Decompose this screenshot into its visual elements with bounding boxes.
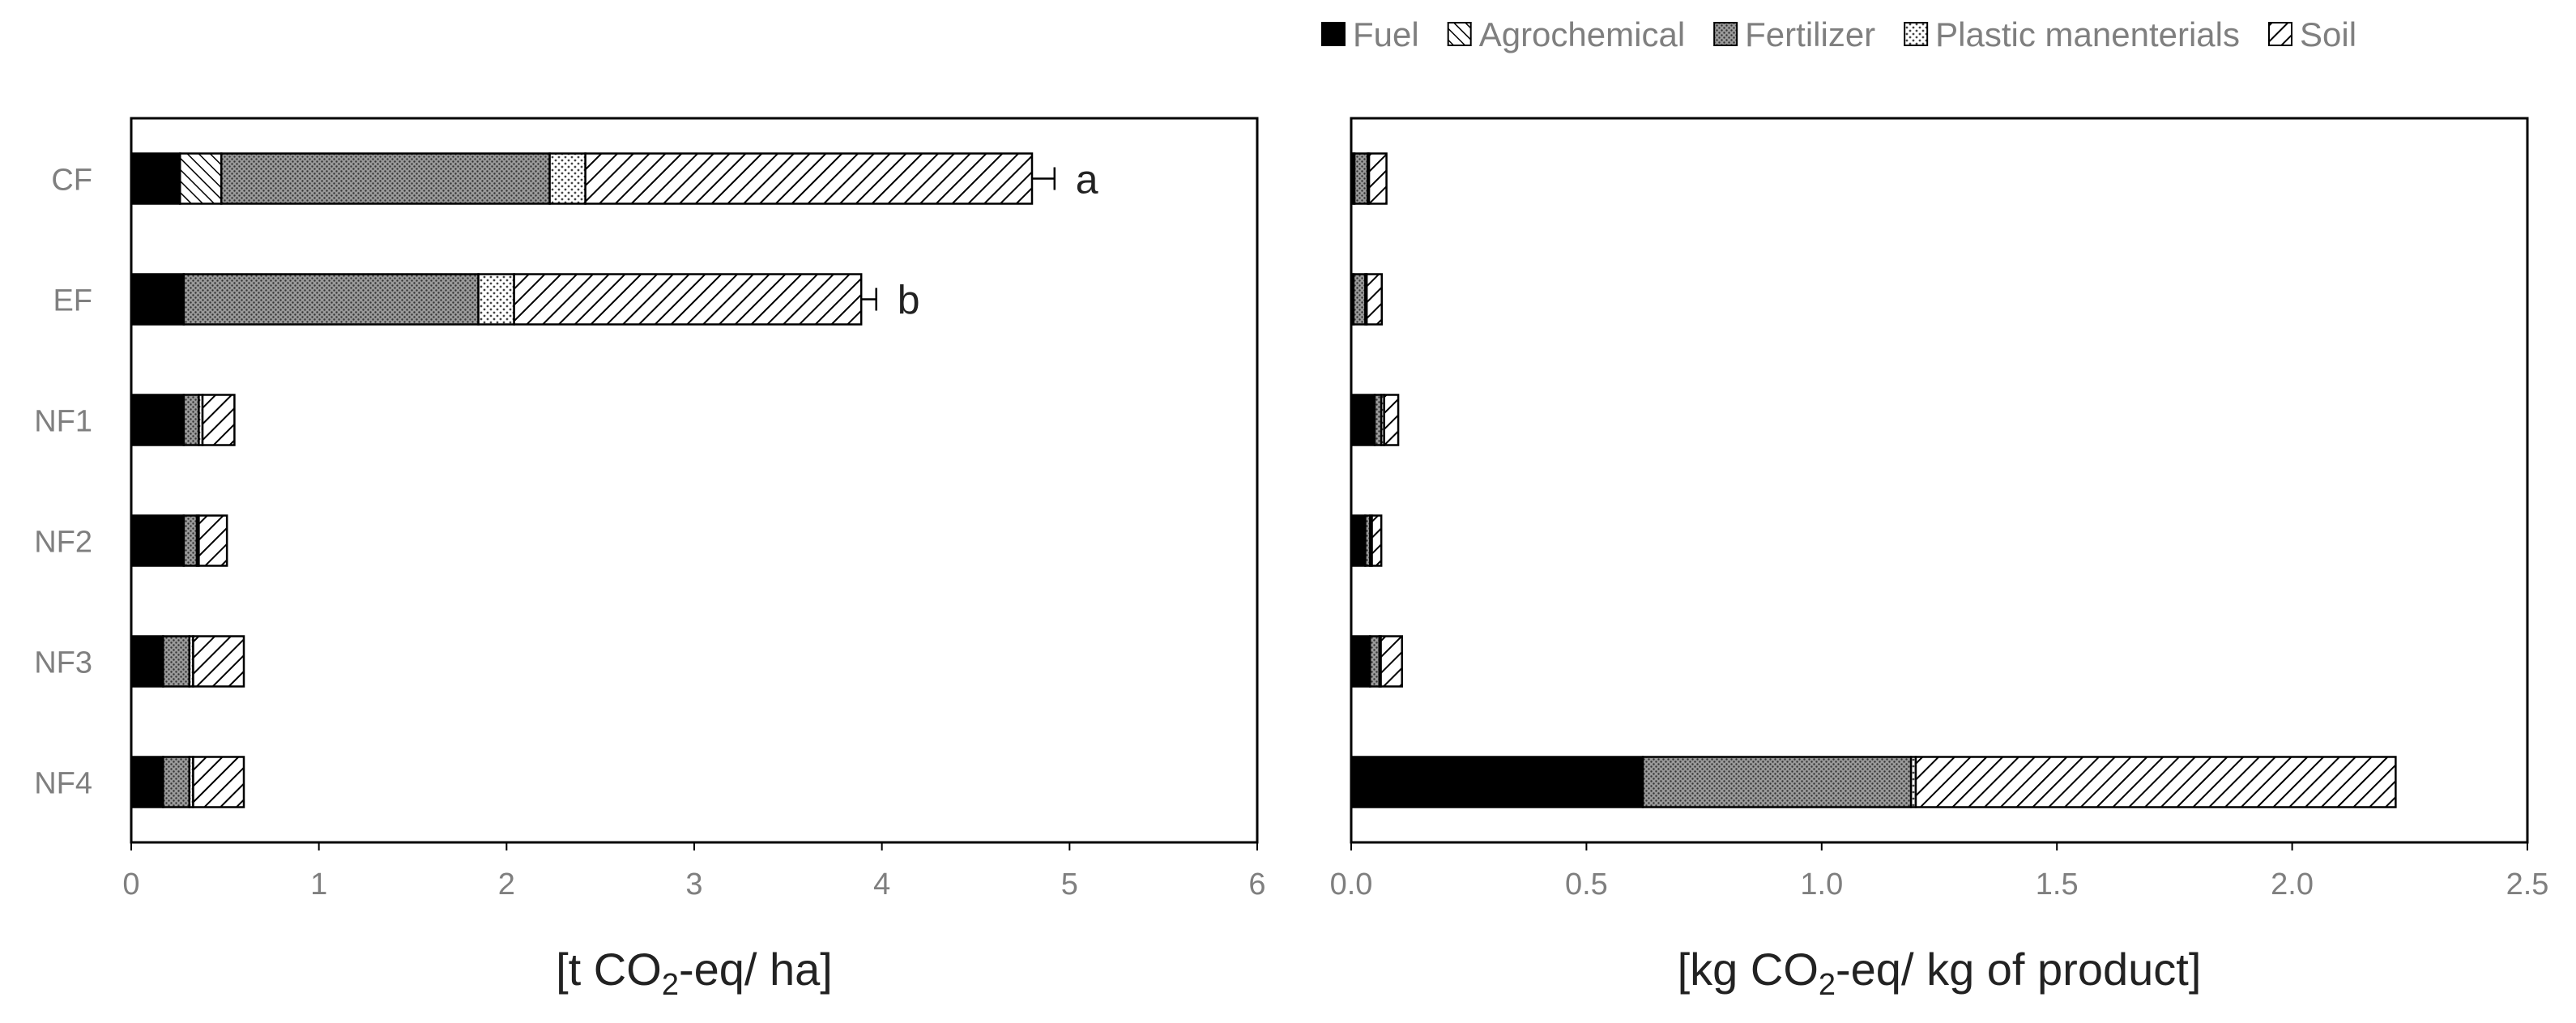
y-tick-label: EF bbox=[53, 284, 92, 318]
y-tick-label: NF4 bbox=[34, 767, 92, 801]
x-axis-title: [kg CO2-eq/ kg of product] bbox=[1678, 944, 2202, 1002]
bar-segment-fuel bbox=[130, 514, 186, 567]
bar-segment-fuel bbox=[1350, 756, 1644, 808]
x-axis-title: [t CO2-eq/ ha] bbox=[556, 944, 833, 1002]
bar-segment-fertilizer bbox=[162, 756, 191, 808]
y-tick-label: NF1 bbox=[34, 405, 92, 439]
x-tick-label: 0.5 bbox=[1565, 867, 1608, 902]
bar-segment-fuel bbox=[1350, 394, 1376, 446]
bar-segment-fertilizer bbox=[1352, 273, 1367, 326]
x-tick-label: 1.5 bbox=[2036, 867, 2079, 902]
x-tick-label: 0 bbox=[122, 867, 139, 902]
legend-label: Soil bbox=[2300, 15, 2356, 53]
bar-segment-soil bbox=[513, 273, 863, 326]
bar-segment-soil bbox=[198, 514, 228, 567]
bar-segment-fertilizer bbox=[162, 635, 191, 688]
bar-segment-soil bbox=[192, 756, 245, 808]
legend-label: Fuel bbox=[1353, 15, 1419, 53]
bar-segment-fertilizer bbox=[220, 152, 551, 205]
x-tick-label: 0.0 bbox=[1330, 867, 1373, 902]
legend-swatch-fertilizer bbox=[1713, 22, 1738, 46]
bar-segment-fertilizer bbox=[1641, 756, 1913, 808]
chart-legend: Fuel Agrochemical Fertilizer Plastic manent… bbox=[1321, 15, 2356, 53]
bar-segment-fertilizer bbox=[1353, 152, 1369, 205]
bar-segment-soil bbox=[1365, 273, 1384, 326]
x-tick-label: 1.0 bbox=[1800, 867, 1843, 902]
legend-label: Agrochemical bbox=[1479, 15, 1685, 53]
significance-letter: a bbox=[1076, 157, 1098, 202]
bar-segment-fuel bbox=[1350, 514, 1367, 567]
x-axis-title-part: [kg CO bbox=[1678, 944, 1819, 995]
legend-label: Fertilizer bbox=[1745, 15, 1875, 53]
y-tick-label: NF3 bbox=[34, 646, 92, 680]
x-tick-label: 2.0 bbox=[2271, 867, 2314, 902]
plot-area-frame bbox=[1350, 117, 2529, 844]
bar-segment-fuel bbox=[130, 152, 181, 205]
x-tick-label: 2 bbox=[498, 867, 515, 902]
y-tick-label: NF2 bbox=[34, 526, 92, 560]
bar-segment-fuel bbox=[130, 756, 164, 808]
y-tick-label: CF bbox=[51, 164, 92, 198]
bar-segment-soil bbox=[1383, 394, 1400, 446]
bar-segment-fertilizer bbox=[182, 394, 200, 446]
legend-swatch-fuel bbox=[1321, 22, 1346, 46]
legend-swatch-agrochemical bbox=[1447, 22, 1472, 46]
plot-area-frame bbox=[130, 117, 1259, 844]
legend-swatch-plastic-manenterials bbox=[1904, 22, 1929, 46]
bar-segment-soil bbox=[1371, 514, 1383, 567]
bar-segment-soil bbox=[192, 635, 245, 688]
x-axis-title-part: -eq/ ha] bbox=[679, 944, 833, 995]
bar-segment-plastic-manenterials bbox=[477, 273, 515, 326]
bar-segment-soil bbox=[1367, 152, 1388, 205]
x-tick-label: 5 bbox=[1061, 867, 1078, 902]
bar-segment-fertilizer bbox=[1368, 635, 1381, 688]
x-tick-label: 2.5 bbox=[2506, 867, 2549, 902]
bar-segment-soil bbox=[201, 394, 236, 446]
bar-segment-soil bbox=[1914, 756, 2397, 808]
bar-segment-fuel bbox=[1350, 635, 1371, 688]
significance-letter: b bbox=[898, 278, 920, 323]
bar-segment-fuel bbox=[130, 273, 186, 326]
x-tick-label: 3 bbox=[685, 867, 702, 902]
x-axis-title-part: [t CO bbox=[556, 944, 662, 995]
legend-swatch-soil bbox=[2268, 22, 2292, 46]
x-tick-label: 4 bbox=[873, 867, 890, 902]
x-tick-label: 1 bbox=[310, 867, 327, 902]
bar-segment-soil bbox=[1380, 635, 1403, 688]
bar-segment-fertilizer bbox=[182, 514, 198, 567]
x-axis-title-subscript: 2 bbox=[662, 968, 679, 1002]
bar-segment-fertilizer bbox=[182, 273, 480, 326]
chart-panel-per-product: 0.0 0.5 1.0 1.5 2.0 2.5 [kg CO2-eq/ kg of prod… bbox=[1330, 117, 2549, 1002]
bar-segment-fuel bbox=[130, 635, 164, 688]
bar-segment-plastic-manenterials bbox=[548, 152, 586, 205]
x-tick-label: 6 bbox=[1248, 867, 1265, 902]
x-axis-title-subscript: 2 bbox=[1819, 968, 1836, 1002]
bar-segment-soil bbox=[584, 152, 1034, 205]
legend-label: Plastic manenterials bbox=[1935, 15, 2240, 53]
x-axis-title-part: -eq/ kg of product] bbox=[1836, 944, 2201, 995]
bar-segment-fuel bbox=[130, 394, 186, 446]
bar-segment-agrochemical bbox=[178, 152, 223, 205]
